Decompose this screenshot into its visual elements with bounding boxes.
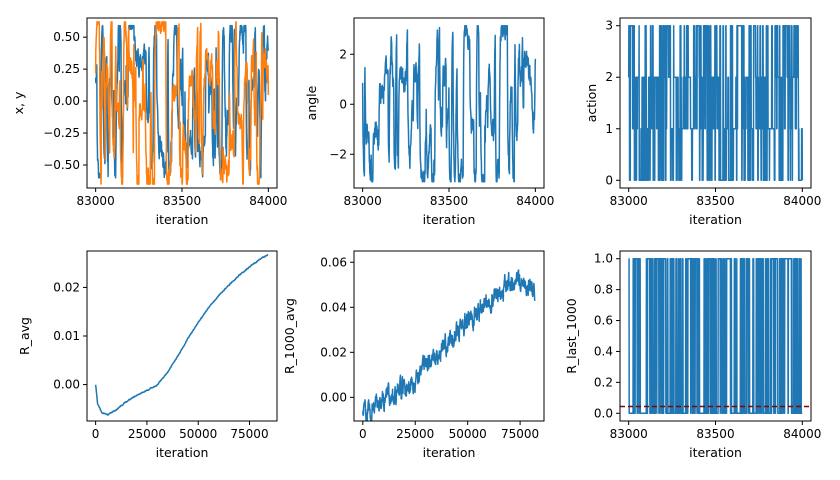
y-tick-label: 0.6 [594, 314, 613, 328]
y-tick-label: 0.01 [53, 329, 80, 343]
x-tick-label: 83000 [344, 194, 382, 208]
series-line-1 [627, 24, 804, 182]
x-tick-label: 84000 [783, 194, 821, 208]
y-tick-label: 0.04 [320, 300, 347, 314]
series-line-1 [94, 24, 270, 179]
y-tick-label: 0.02 [320, 345, 347, 359]
x-axis-label: iteration [689, 445, 742, 460]
x-axis-label: iteration [423, 212, 476, 227]
subplot-r-last-1000: 83000 83500 84000 0.0 0.2 0.4 0.6 0.8 1.0 iterati… [564, 250, 821, 460]
subplot-angle: 83000 83500 84000 −2 0 2 iteration angle [304, 17, 554, 227]
series-line-1 [362, 269, 536, 421]
y-axis-label: R_last_1000 [564, 298, 579, 374]
y-tick-label: 0.50 [53, 30, 80, 44]
y-axis-label: R_1000_avg [282, 298, 297, 374]
y-tick-label: −0.25 [43, 126, 80, 140]
x-tick-label: 84000 [516, 194, 554, 208]
x-tick-label: 50000 [449, 427, 487, 441]
y-tick-label: −0.50 [43, 158, 80, 172]
x-tick-label: 83500 [696, 427, 734, 441]
y-tick-label: 2 [605, 70, 613, 84]
x-tick-label: 83500 [696, 194, 734, 208]
x-tick-label: 0 [92, 427, 100, 441]
y-tick-label: 0.25 [53, 62, 80, 76]
series-line-1 [361, 25, 537, 183]
subplot-action: 83000 83500 84000 0 1 2 3 iteration action [584, 17, 821, 227]
x-tick-label: 83000 [77, 194, 115, 208]
x-tick-label: 25000 [128, 427, 166, 441]
x-axis-label: iteration [423, 445, 476, 460]
x-tick-label: 83000 [610, 427, 648, 441]
axes-frame [86, 250, 278, 422]
y-tick-label: 0.8 [594, 283, 613, 297]
series-line-1 [94, 253, 269, 416]
y-tick-label: 1 [605, 122, 613, 136]
y-tick-label: 0.00 [320, 390, 347, 404]
subplot-x-y: 83000 83500 84000 −0.50 −0.25 0.00 0.25 0.50 ite… [11, 17, 287, 227]
x-axis-label: iteration [689, 212, 742, 227]
x-tick-label: 83500 [163, 194, 201, 208]
y-tick-label: 0.0 [594, 406, 613, 420]
y-tick-label: 0.00 [53, 378, 80, 392]
axes-frame [353, 250, 545, 422]
series-line-1 [628, 257, 803, 415]
x-tick-label: 83000 [610, 194, 648, 208]
y-axis-label: R_avg [17, 317, 32, 355]
y-tick-label: 1.0 [594, 252, 613, 266]
x-tick-label: 83500 [430, 194, 468, 208]
y-tick-label: 0 [605, 173, 613, 187]
y-tick-label: 0.4 [594, 344, 613, 358]
x-axis-label: iteration [156, 445, 209, 460]
y-tick-label: 0.00 [53, 94, 80, 108]
subplot-r-avg: 0 25000 50000 75000 0.00 0.01 0.02 iteration R_a… [17, 250, 278, 460]
y-tick-label: 0.06 [320, 255, 347, 269]
y-tick-label: 0 [339, 97, 347, 111]
x-tick-label: 84000 [783, 427, 821, 441]
x-tick-label: 25000 [396, 427, 434, 441]
x-tick-label: 84000 [249, 194, 287, 208]
x-tick-label: 75000 [230, 427, 268, 441]
y-axis-label: action [584, 84, 599, 122]
y-tick-label: 2 [339, 47, 347, 61]
y-axis-label: x, y [11, 91, 26, 114]
y-tick-label: −2 [329, 147, 347, 161]
x-tick-label: 75000 [501, 427, 539, 441]
series-line-2 [94, 21, 270, 185]
x-axis-label: iteration [156, 212, 209, 227]
y-tick-label: 3 [605, 19, 613, 33]
x-tick-label: 50000 [179, 427, 217, 441]
x-tick-label: 0 [359, 427, 367, 441]
y-axis-label: angle [304, 85, 319, 120]
subplot-r-1000-avg: 0 25000 50000 75000 0.00 0.02 0.04 0.06 iteratio… [282, 250, 545, 460]
y-tick-label: 0.02 [53, 280, 80, 294]
y-tick-label: 0.2 [594, 375, 613, 389]
